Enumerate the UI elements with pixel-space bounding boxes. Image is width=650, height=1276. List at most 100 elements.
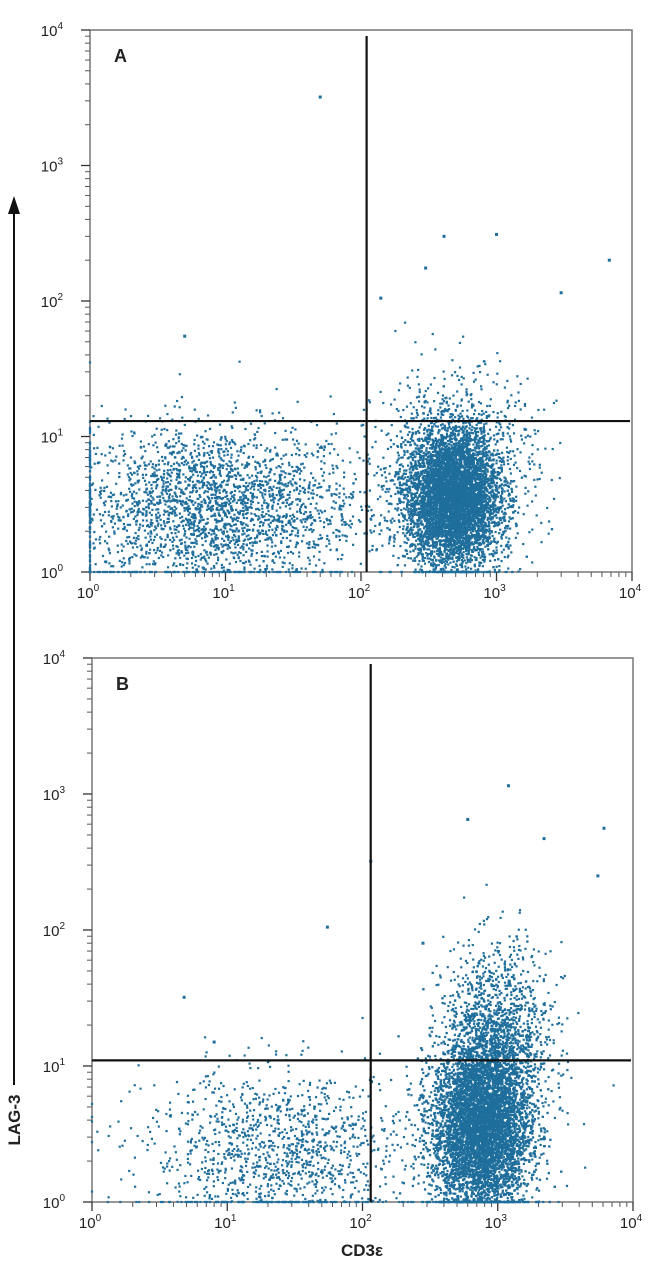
- scatter-point: [138, 500, 141, 503]
- scatter-point: [188, 465, 191, 468]
- scatter-point: [264, 567, 267, 571]
- scatter-point: [309, 511, 312, 514]
- scatter-point: [270, 458, 273, 461]
- scatter-point: [280, 540, 283, 543]
- scatter-point: [299, 498, 302, 501]
- scatter-point: [141, 512, 144, 515]
- scatter-point: [329, 570, 332, 574]
- scatter-point: [208, 501, 212, 504]
- scatter-point: [259, 521, 262, 524]
- scatter-point: [293, 520, 296, 523]
- scatter-point: [318, 446, 321, 449]
- scatter-point: [262, 521, 265, 525]
- scatter-point: [157, 556, 160, 560]
- scatter-point: [200, 475, 203, 478]
- scatter-point: [465, 542, 468, 545]
- scatter-point: [94, 563, 97, 566]
- scatter-point: [128, 523, 132, 526]
- scatter-point: [429, 431, 432, 435]
- scatter-point: [421, 506, 424, 509]
- scatter-point: [464, 521, 467, 524]
- scatter-point: [149, 530, 153, 533]
- scatter-point: [220, 458, 223, 461]
- scatter-point: [246, 529, 249, 533]
- scatter-point: [234, 570, 238, 574]
- scatter-point: [287, 472, 290, 475]
- scatter-point: [489, 475, 492, 478]
- scatter-point: [152, 498, 155, 501]
- scatter-point: [163, 469, 166, 472]
- scatter-point: [105, 485, 109, 488]
- scatter-point: [212, 541, 215, 544]
- scatter-point: [302, 512, 305, 516]
- scatter-point: [166, 477, 169, 480]
- scatter-point: [253, 495, 256, 498]
- scatter-point: [207, 507, 210, 511]
- scatter-point: [178, 552, 181, 555]
- scatter-point: [183, 554, 186, 557]
- scatter-point: [335, 422, 338, 425]
- scatter-point: [209, 462, 213, 466]
- scatter-point: [465, 556, 468, 559]
- scatter-point: [172, 498, 175, 501]
- scatter-point: [242, 546, 245, 549]
- scatter-point: [487, 444, 490, 447]
- scatter-point: [271, 489, 274, 492]
- scatter-point: [381, 544, 384, 547]
- scatter-point: [279, 532, 282, 535]
- scatter-point: [195, 470, 199, 474]
- scatter-point: [190, 475, 193, 478]
- scatter-point: [443, 477, 446, 481]
- scatter-point: [197, 508, 200, 511]
- scatter-point: [414, 570, 418, 574]
- scatter-point: [376, 498, 380, 501]
- scatter-point: [262, 475, 266, 478]
- scatter-point: [502, 456, 505, 459]
- scatter-point: [147, 505, 150, 508]
- scatter-point: [196, 434, 199, 437]
- scatter-point: [240, 448, 243, 452]
- scatter-point: [345, 496, 348, 499]
- scatter-point: [224, 535, 228, 538]
- scatter-point: [322, 471, 326, 474]
- scatter-point: [139, 544, 142, 547]
- scatter-point: [295, 527, 298, 530]
- scatter-point: [135, 501, 139, 504]
- scatter-point: [289, 514, 292, 518]
- scatter-point: [278, 520, 282, 523]
- scatter-point: [257, 529, 260, 532]
- scatter-point: [164, 457, 167, 460]
- scatter-point: [231, 440, 234, 444]
- scatter-point: [432, 531, 435, 534]
- scatter-point: [288, 464, 291, 467]
- scatter-point: [474, 558, 477, 562]
- scatter-point: [507, 451, 511, 454]
- scatter-point: [279, 494, 282, 498]
- scatter-point: [285, 530, 289, 533]
- scatter-point: [243, 491, 246, 494]
- scatter-point: [312, 484, 315, 487]
- scatter-point: [438, 462, 441, 465]
- scatter-point: [242, 451, 245, 455]
- scatter-point: [107, 547, 110, 550]
- scatter-point: [320, 446, 324, 449]
- scatter-point: [408, 468, 411, 471]
- scatter-point: [95, 508, 99, 511]
- scatter-point: [163, 522, 166, 525]
- scatter-point: [244, 538, 247, 541]
- x-tick-label: 103: [483, 583, 506, 602]
- scatter-point: [137, 507, 140, 511]
- scatter-point: [338, 538, 341, 542]
- scatter-point: [122, 564, 125, 567]
- scatter-point: [409, 471, 413, 474]
- scatter-point: [412, 496, 416, 500]
- scatter-point: [153, 563, 157, 566]
- scatter-point: [217, 450, 220, 453]
- scatter-point: [222, 549, 225, 553]
- scatter-point: [193, 449, 197, 452]
- scatter-point: [155, 508, 158, 511]
- scatter-point: [270, 499, 273, 502]
- scatter-point: [204, 471, 207, 474]
- scatter-point: [128, 479, 131, 482]
- scatter-point: [418, 456, 422, 459]
